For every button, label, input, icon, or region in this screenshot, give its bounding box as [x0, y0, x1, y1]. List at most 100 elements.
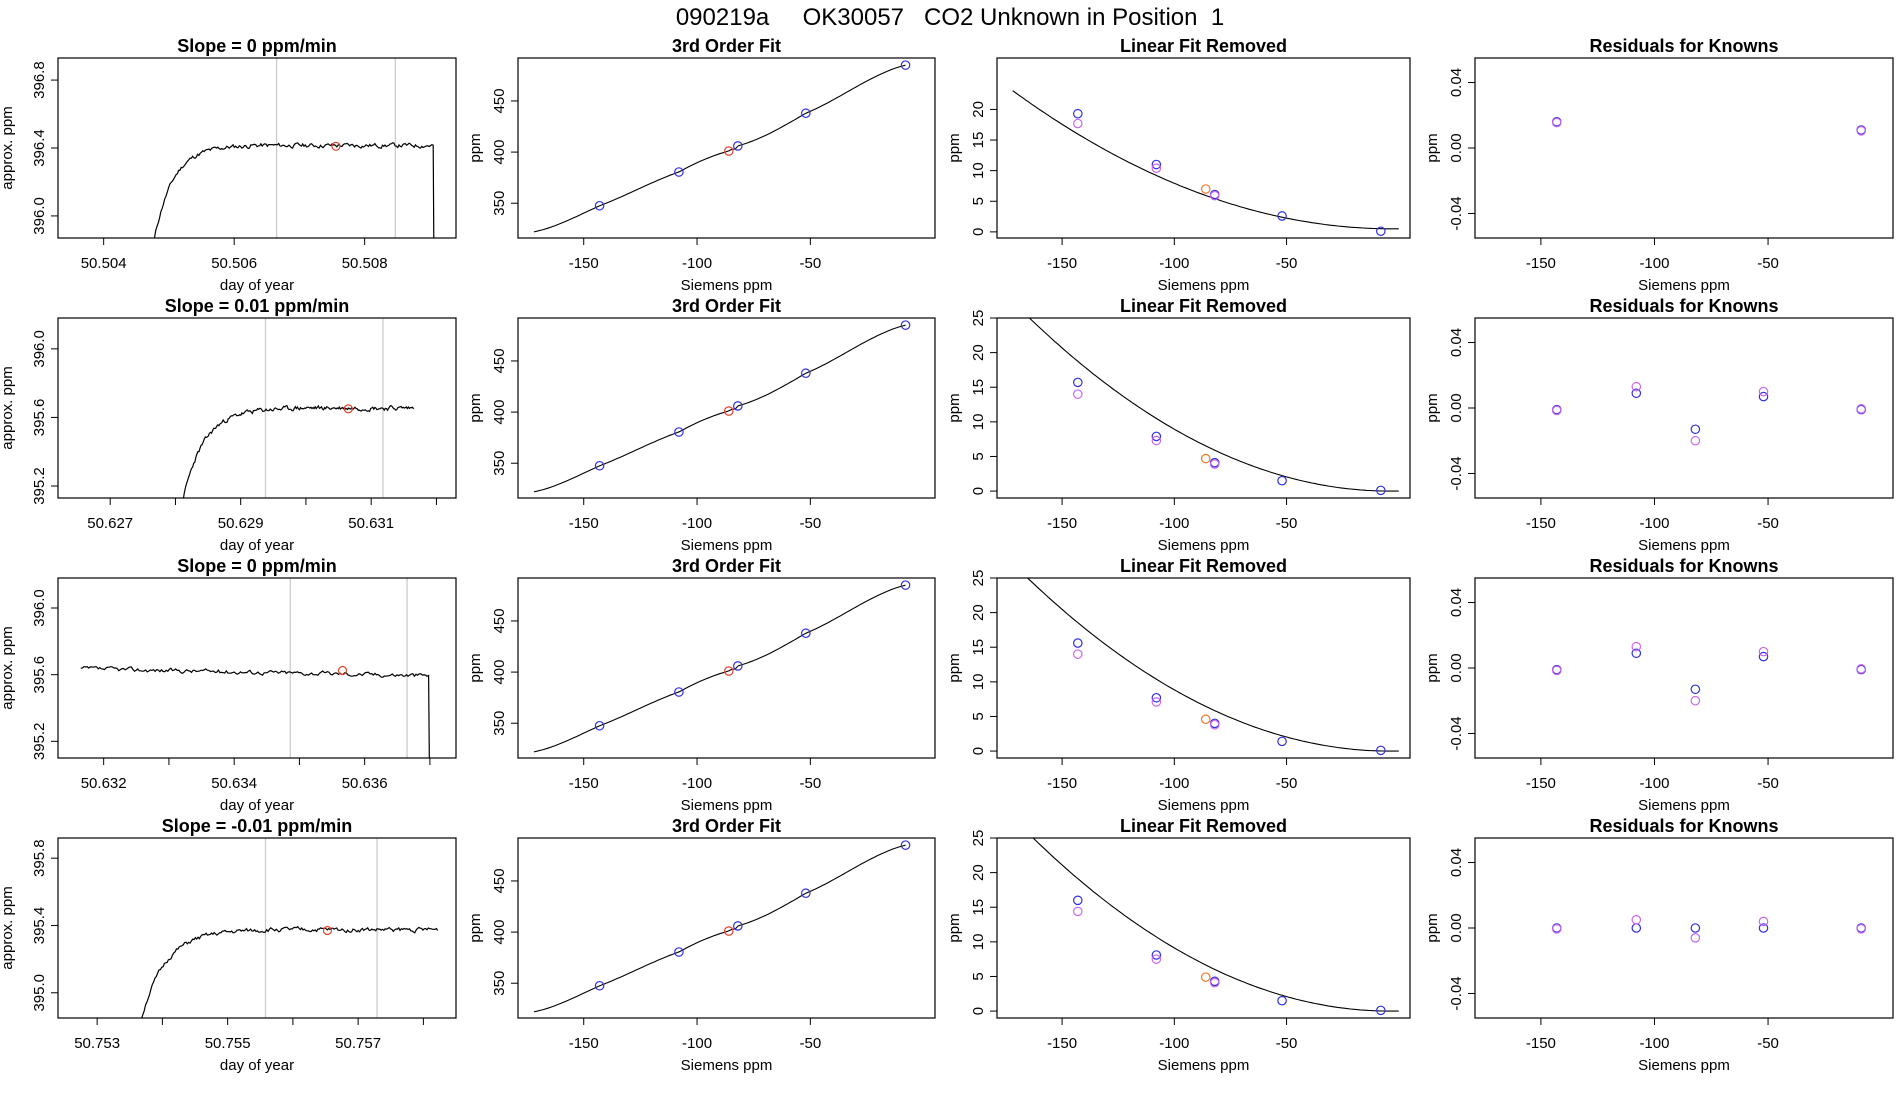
fit-curve: [533, 844, 906, 1013]
y-tick-label: 395.8: [31, 839, 48, 877]
panel-r3-c2: 3rd Order Fit Siemens ppm ppm -150 -100 -50 35…: [467, 556, 936, 814]
y-axis-label: approx. ppm: [0, 366, 16, 449]
data-point: [1209, 190, 1220, 201]
y-tick-label: 10: [970, 674, 987, 691]
panel-r3-c3: Linear Fit Removed Siemens ppm ppm -150 -100…: [946, 556, 1411, 814]
x-axis-label: Siemens ppm: [1638, 277, 1730, 294]
y-tick-label: 396.8: [31, 61, 48, 99]
data-point: [1631, 381, 1642, 392]
plot-area: [1028, 318, 1399, 496]
x-axis-label: Siemens ppm: [1158, 537, 1250, 554]
x-tick-label: -150: [1047, 1035, 1077, 1052]
x-tick-label: 50.504: [81, 255, 127, 272]
x-tick-label: 50.634: [211, 775, 257, 792]
y-axis-label: ppm: [1424, 133, 1441, 162]
plot-area: [1551, 641, 1866, 706]
x-tick-label: -50: [1276, 1035, 1298, 1052]
unknown-average-point: [337, 665, 348, 676]
y-tick-label: -0.04: [1448, 196, 1465, 230]
y-tick-label: 396.0: [31, 589, 48, 627]
data-point: [1209, 719, 1220, 730]
data-point: [1200, 453, 1211, 464]
data-point: [1758, 923, 1769, 933]
data-point: [1073, 389, 1083, 399]
x-tick-label: -50: [1757, 775, 1779, 792]
panel-title: Residuals for Knowns: [1589, 36, 1778, 56]
y-tick-label: 10: [970, 414, 987, 431]
data-point: [900, 840, 911, 850]
data-point: [801, 108, 811, 119]
y-axis-label: ppm: [946, 133, 963, 162]
data-point: [723, 666, 734, 676]
x-tick-label: -50: [1757, 255, 1779, 272]
data-point: [1631, 923, 1642, 933]
data-point: [1151, 950, 1162, 960]
data-point: [674, 427, 684, 437]
y-tick-label: 0: [970, 747, 987, 755]
data-point: [723, 926, 734, 936]
data-point: [900, 60, 911, 70]
y-tick-label: 350: [491, 191, 508, 216]
plot-frame: [57, 317, 457, 499]
x-tick-label: 50.506: [211, 255, 257, 272]
data-point: [1631, 648, 1642, 659]
y-tick-label: -0.04: [1448, 716, 1465, 750]
fit-curve: [1012, 90, 1399, 230]
panel-r2-c1: Slope = 0.01 ppm/min day of year approx. p…: [0, 296, 457, 554]
y-tick-label: 395.0: [31, 974, 48, 1012]
panel-r4-c3: Linear Fit Removed Siemens ppm ppm -150 -100…: [946, 816, 1411, 1074]
plot-frame: [517, 57, 936, 239]
panel-r1-c4: Residuals for Knowns Siemens ppm ppm -150 -1…: [1424, 36, 1894, 294]
y-tick-label: 20: [970, 604, 987, 621]
x-tick-label: 50.755: [205, 1035, 251, 1052]
data-point: [801, 888, 811, 899]
concentration-trace: [80, 665, 430, 758]
y-tick-label: 25: [970, 830, 987, 847]
panel-r4-c4: Residuals for Knowns Siemens ppm ppm -150 -1…: [1424, 816, 1894, 1074]
x-tick-label: 50.631: [348, 515, 394, 532]
data-point: [1856, 924, 1866, 934]
panel-r2-c4: Residuals for Knowns Siemens ppm ppm -150 -1…: [1424, 296, 1894, 554]
panel-r1-c2: 3rd Order Fit Siemens ppm ppm -150 -100 -50 35…: [467, 36, 936, 294]
y-tick-label: 0: [970, 487, 987, 495]
data-point: [1551, 924, 1562, 934]
x-tick-label: 50.629: [218, 515, 264, 532]
x-axis-label: Siemens ppm: [1638, 537, 1730, 554]
fit-curve: [533, 584, 906, 753]
y-tick-label: 0.00: [1448, 653, 1465, 682]
y-tick-label: 15: [970, 379, 987, 396]
data-point: [1758, 386, 1769, 397]
plot-area: [1032, 838, 1399, 1016]
data-point: [1631, 388, 1642, 399]
data-point: [1151, 697, 1162, 707]
x-tick-label: -150: [569, 515, 599, 532]
plot-area: [533, 320, 911, 493]
y-tick-label: 395.6: [31, 656, 48, 694]
data-point: [1277, 211, 1287, 221]
x-tick-label: -150: [1047, 775, 1077, 792]
x-axis-label: day of year: [220, 277, 294, 294]
panel-title: Linear Fit Removed: [1120, 296, 1287, 316]
x-tick-label: -150: [569, 1035, 599, 1052]
data-point: [1277, 475, 1287, 486]
plot-frame: [57, 57, 457, 239]
y-tick-label: 10: [970, 162, 987, 179]
x-tick-label: -100: [682, 255, 712, 272]
data-point: [1151, 159, 1162, 170]
data-point: [1690, 923, 1701, 933]
plot-area: [533, 840, 911, 1013]
data-point: [1376, 1005, 1386, 1016]
page-title: 090219a OK30057 CO2 Unknown in Position …: [675, 4, 1225, 31]
y-axis-label: ppm: [946, 653, 963, 682]
panel-title: 3rd Order Fit: [672, 816, 781, 836]
x-axis-label: Siemens ppm: [1158, 797, 1250, 814]
x-tick-label: -150: [1047, 515, 1077, 532]
data-point: [1151, 435, 1162, 446]
data-point: [1200, 972, 1211, 982]
x-axis-label: Siemens ppm: [1158, 1057, 1250, 1074]
x-axis-label: day of year: [220, 537, 294, 554]
data-point: [1073, 377, 1083, 388]
data-point: [594, 200, 605, 211]
y-tick-label: 450: [491, 868, 508, 893]
panel-r4-c1: Slope = -0.01 ppm/min day of year approx. …: [0, 816, 457, 1074]
